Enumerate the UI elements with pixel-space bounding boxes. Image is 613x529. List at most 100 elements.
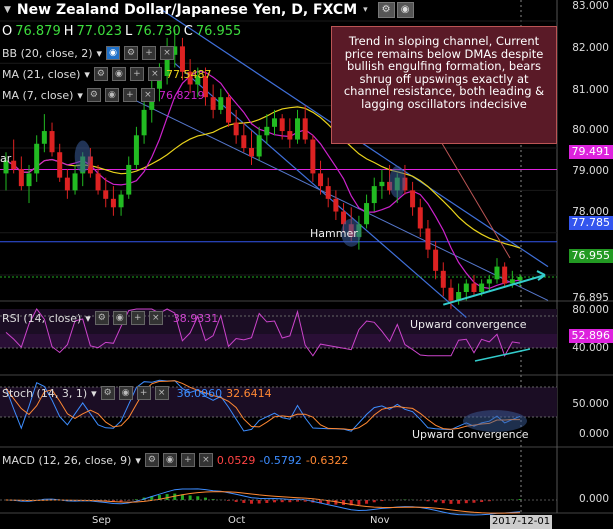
chevron-down-icon[interactable]: ▾ bbox=[135, 453, 141, 467]
stoch-label: Stoch (14, 3, 1) bbox=[2, 386, 88, 400]
stoch-k-value: 36.0960 bbox=[176, 386, 223, 400]
candle-body bbox=[440, 270, 446, 288]
stoch-indicator-row[interactable]: Stoch (14, 3, 1) ▾ ⚙ ◉ + × 36.0960 32.64… bbox=[2, 386, 272, 400]
plus-icon[interactable]: + bbox=[122, 88, 137, 102]
candle-body bbox=[34, 143, 40, 174]
stoch-d-value: 32.6414 bbox=[226, 386, 272, 400]
ma7-indicator-row[interactable]: MA (7, close) ▾ ⚙ ◉ + × 76.8219 bbox=[2, 88, 204, 102]
gear-icon[interactable]: ⚙ bbox=[377, 2, 395, 18]
low-value: 76.730 bbox=[135, 24, 181, 39]
eye-icon[interactable]: ◉ bbox=[396, 2, 414, 18]
plus-icon[interactable]: + bbox=[129, 67, 144, 81]
candle-body bbox=[517, 276, 523, 281]
axis-macd-label: 0.000 bbox=[578, 493, 609, 505]
candle-body bbox=[425, 228, 431, 250]
chart-header: ▼ New Zealand Dollar/Japanese Yen, D, FX… bbox=[0, 0, 574, 20]
high-value: 77.023 bbox=[76, 24, 123, 39]
axis-price-label: 81.000 bbox=[572, 84, 609, 96]
macd-histogram-bar bbox=[265, 500, 269, 503]
axis-rsi-label: 80.000 bbox=[572, 304, 609, 316]
ma7-value: 76.8219 bbox=[158, 88, 205, 102]
macd-histogram-bar bbox=[157, 495, 161, 500]
plus-icon[interactable]: + bbox=[130, 311, 145, 325]
candle-body bbox=[141, 109, 147, 136]
eye-icon[interactable]: ◉ bbox=[162, 453, 177, 467]
candle-body bbox=[256, 135, 262, 157]
macd-histogram-bar bbox=[180, 494, 184, 500]
gear-icon[interactable]: ⚙ bbox=[124, 46, 139, 60]
macd-histogram-bar bbox=[441, 500, 445, 504]
chart-title: New Zealand Dollar/Japanese Yen, D, FXCM bbox=[16, 2, 358, 18]
ma21-indicator-row[interactable]: MA (21, close) ▾ ⚙ ◉ + × 77.5487 bbox=[2, 67, 211, 81]
candle-body bbox=[371, 186, 377, 204]
macd-histogram-bar bbox=[242, 500, 246, 503]
macd-histogram-bar bbox=[426, 500, 430, 502]
ma7-label: MA (7, close) bbox=[2, 88, 74, 102]
candle-body bbox=[126, 164, 132, 195]
eye-icon[interactable]: ◉ bbox=[106, 46, 121, 60]
plus-icon[interactable]: + bbox=[136, 386, 151, 400]
eye-icon[interactable]: ◉ bbox=[111, 67, 126, 81]
bb-label: BB (20, close, 2) bbox=[2, 46, 93, 60]
macd-signal-value: -0.6322 bbox=[305, 453, 349, 467]
ohlc-readout: O 76.879 H 77.023 L 76.730 C 76.955 bbox=[2, 24, 241, 39]
candle-body bbox=[218, 97, 224, 110]
gear-icon[interactable]: ⚙ bbox=[100, 386, 115, 400]
candle-body bbox=[463, 283, 469, 292]
macd-signal-line bbox=[5, 491, 521, 514]
eye-icon[interactable]: ◉ bbox=[118, 386, 133, 400]
macd-histogram-bar bbox=[303, 500, 307, 502]
close-value: 76.955 bbox=[195, 24, 242, 39]
axis-price-label: 82.000 bbox=[572, 42, 609, 54]
macd-indicator-row[interactable]: MACD (12, 26, close, 9) ▾ ⚙ ◉ + × 0.0529… bbox=[2, 453, 348, 467]
gear-icon[interactable]: ⚙ bbox=[93, 67, 108, 81]
close-icon[interactable]: × bbox=[160, 46, 175, 60]
axis-price-label: 79.000 bbox=[572, 165, 609, 177]
chevron-down-icon[interactable]: ▾ bbox=[96, 46, 103, 60]
macd-histogram-bar bbox=[273, 500, 277, 503]
candle-body bbox=[318, 173, 324, 187]
plus-icon[interactable]: + bbox=[180, 453, 195, 467]
eye-icon[interactable]: ◉ bbox=[104, 88, 119, 102]
rsi-indicator-row[interactable]: RSI (14, close) ▾ ⚙ ◉ + × 38.9331 bbox=[2, 311, 218, 325]
ma21-value: 77.5487 bbox=[165, 67, 212, 81]
stoch-highlight bbox=[463, 410, 527, 432]
bb-indicator-row[interactable]: BB (20, close, 2) ▾ ◉ ⚙ + × bbox=[2, 46, 175, 60]
gear-icon[interactable]: ⚙ bbox=[86, 88, 101, 102]
chevron-down-icon[interactable]: ▾ bbox=[91, 386, 97, 400]
dropdown-icon[interactable]: ▾ bbox=[363, 5, 368, 15]
macd-histogram-bar bbox=[257, 500, 261, 504]
candle-body bbox=[233, 122, 239, 136]
macd-histogram-bar bbox=[464, 500, 468, 504]
candle-body bbox=[241, 135, 247, 148]
gear-icon[interactable]: ⚙ bbox=[94, 311, 109, 325]
chevron-down-icon[interactable]: ▾ bbox=[77, 88, 83, 102]
candle-body bbox=[95, 173, 101, 191]
rsi-trend-arrow bbox=[474, 348, 531, 362]
macd-histogram-bar bbox=[173, 493, 177, 500]
candle-body bbox=[509, 279, 515, 284]
plus-icon[interactable]: + bbox=[142, 46, 157, 60]
gear-icon[interactable]: ⚙ bbox=[144, 453, 159, 467]
eye-icon[interactable]: ◉ bbox=[112, 311, 127, 325]
macd-histogram-bar bbox=[342, 500, 346, 506]
candle-body bbox=[103, 190, 109, 199]
pattern-highlight bbox=[389, 165, 406, 198]
close-icon[interactable]: × bbox=[198, 453, 213, 467]
candle-body bbox=[325, 186, 331, 199]
candle-body bbox=[202, 76, 208, 98]
rsi-convergence-label: Upward convergence bbox=[410, 318, 527, 331]
candle-body bbox=[364, 203, 370, 225]
chevron-down-icon[interactable]: ▾ bbox=[85, 311, 91, 325]
macd-histogram-bar bbox=[434, 500, 438, 503]
close-icon[interactable]: × bbox=[154, 386, 169, 400]
close-icon[interactable]: × bbox=[140, 88, 155, 102]
candle-body bbox=[41, 131, 47, 144]
chevron-down-icon[interactable]: ▾ bbox=[84, 67, 90, 81]
close-icon[interactable]: × bbox=[148, 311, 163, 325]
axis-price-label: 78.000 bbox=[572, 206, 609, 218]
axis-stoch-label: 50.000 bbox=[572, 398, 609, 410]
cut-label: ar bbox=[0, 152, 12, 165]
collapse-icon[interactable]: ▼ bbox=[4, 5, 11, 15]
close-icon[interactable]: × bbox=[147, 67, 162, 81]
